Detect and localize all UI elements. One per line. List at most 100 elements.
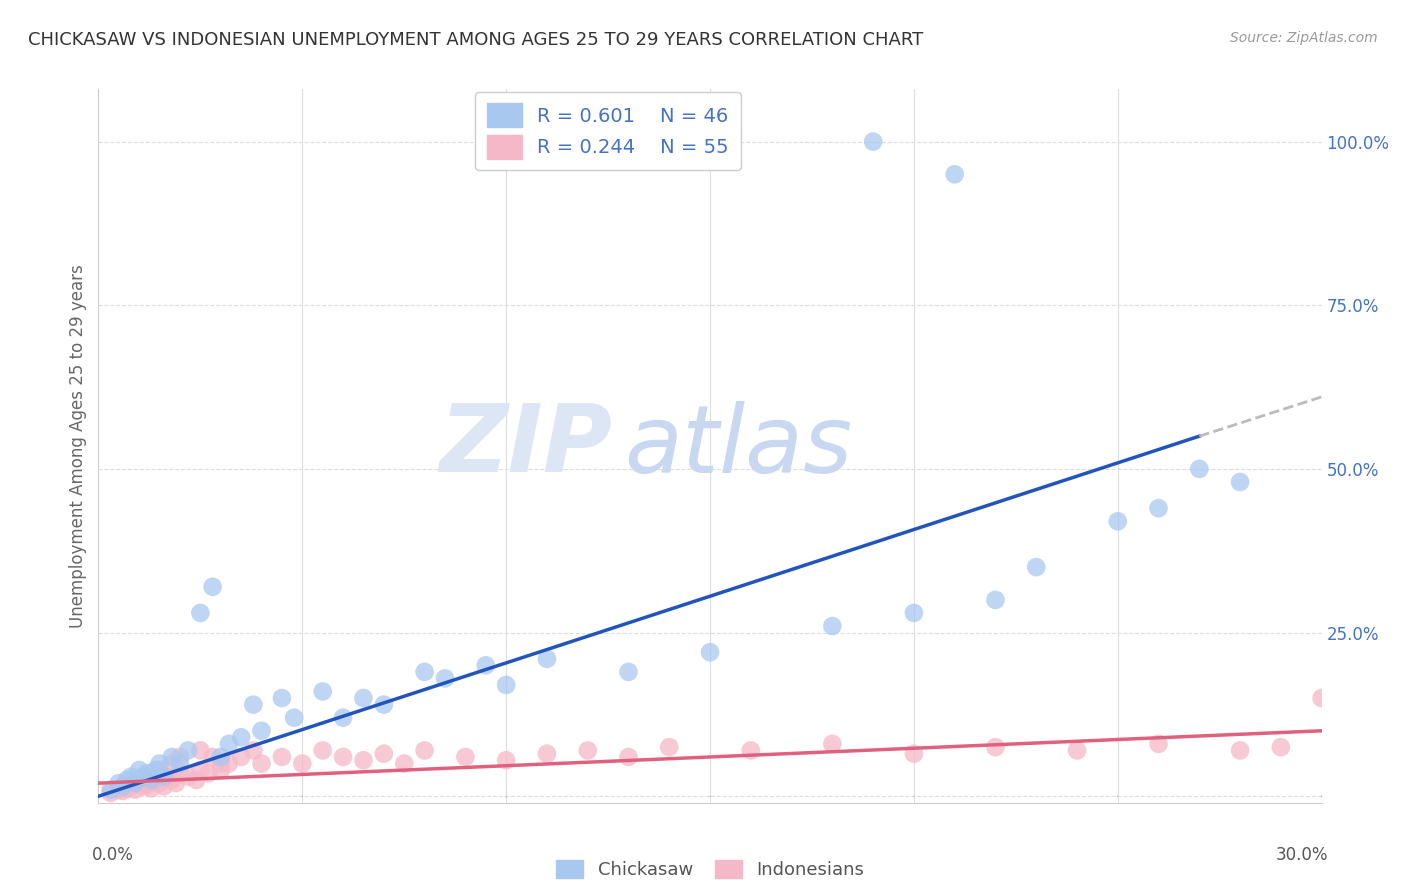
Text: 30.0%: 30.0%	[1275, 846, 1327, 863]
Point	[115, 781, 138, 796]
Point	[1107, 514, 1129, 528]
Point	[495, 753, 517, 767]
Point	[169, 766, 191, 780]
Point	[177, 743, 200, 757]
Point	[145, 772, 167, 787]
Point	[617, 665, 640, 679]
Point	[454, 750, 477, 764]
Point	[197, 766, 219, 780]
Point	[188, 606, 212, 620]
Point	[141, 781, 163, 796]
Point	[1025, 560, 1047, 574]
Point	[434, 672, 457, 686]
Point	[160, 756, 183, 771]
Point	[209, 763, 232, 777]
Point	[576, 743, 599, 757]
Point	[136, 777, 159, 791]
Text: ZIP: ZIP	[439, 400, 612, 492]
Point	[1310, 691, 1333, 706]
Point	[699, 645, 721, 659]
Point	[177, 770, 200, 784]
Point	[474, 658, 498, 673]
Point	[132, 770, 155, 784]
Point	[332, 711, 354, 725]
Point	[231, 750, 253, 764]
Point	[209, 750, 232, 764]
Point	[821, 737, 844, 751]
Point	[136, 766, 159, 780]
Point	[218, 756, 240, 771]
Point	[984, 740, 1007, 755]
Point	[149, 756, 172, 771]
Point	[1270, 740, 1292, 755]
Point	[1188, 462, 1211, 476]
Point	[740, 743, 762, 757]
Point	[250, 723, 273, 738]
Point	[152, 770, 174, 784]
Point	[124, 782, 146, 797]
Point	[862, 135, 884, 149]
Point	[536, 747, 558, 761]
Point	[1066, 743, 1088, 757]
Point	[658, 740, 681, 755]
Point	[115, 772, 138, 787]
Point	[1147, 737, 1170, 751]
Text: CHICKASAW VS INDONESIAN UNEMPLOYMENT AMONG AGES 25 TO 29 YEARS CORRELATION CHART: CHICKASAW VS INDONESIAN UNEMPLOYMENT AMO…	[28, 31, 924, 49]
Point	[169, 750, 191, 764]
Point	[332, 750, 354, 764]
Point	[160, 772, 183, 787]
Point	[160, 750, 183, 764]
Point	[108, 776, 131, 790]
Point	[495, 678, 517, 692]
Point	[165, 776, 187, 790]
Point	[1229, 475, 1251, 489]
Point	[270, 750, 294, 764]
Point	[242, 743, 264, 757]
Point	[392, 756, 416, 771]
Point	[124, 776, 146, 790]
Text: Source: ZipAtlas.com: Source: ZipAtlas.com	[1230, 31, 1378, 45]
Point	[145, 763, 167, 777]
Text: 0.0%: 0.0%	[93, 846, 134, 863]
Point	[1147, 501, 1170, 516]
Point	[903, 747, 925, 761]
Point	[120, 770, 142, 784]
Point	[312, 743, 335, 757]
Point	[141, 772, 163, 787]
Point	[100, 786, 122, 800]
Point	[231, 731, 253, 745]
Point	[413, 665, 436, 679]
Point	[283, 711, 305, 725]
Point	[373, 698, 395, 712]
Point	[152, 780, 174, 794]
Point	[352, 753, 374, 767]
Point	[270, 691, 294, 706]
Point	[218, 737, 240, 751]
Point	[120, 780, 142, 794]
Point	[984, 592, 1007, 607]
Point	[128, 763, 150, 777]
Point	[617, 750, 640, 764]
Point	[536, 652, 558, 666]
Point	[1229, 743, 1251, 757]
Legend: Chickasaw, Indonesians: Chickasaw, Indonesians	[548, 853, 872, 887]
Point	[291, 756, 314, 771]
Point	[149, 776, 172, 790]
Point	[156, 770, 179, 784]
Point	[201, 750, 224, 764]
Point	[188, 743, 212, 757]
Point	[128, 776, 150, 790]
Point	[312, 684, 335, 698]
Point	[352, 691, 374, 706]
Point	[108, 782, 131, 797]
Y-axis label: Unemployment Among Ages 25 to 29 years: Unemployment Among Ages 25 to 29 years	[69, 264, 87, 628]
Point	[100, 782, 122, 797]
Point	[149, 763, 172, 777]
Point	[943, 167, 966, 181]
Point	[373, 747, 395, 761]
Point	[188, 763, 212, 777]
Point	[209, 756, 232, 771]
Point	[903, 606, 925, 620]
Point	[132, 780, 155, 794]
Point	[242, 698, 264, 712]
